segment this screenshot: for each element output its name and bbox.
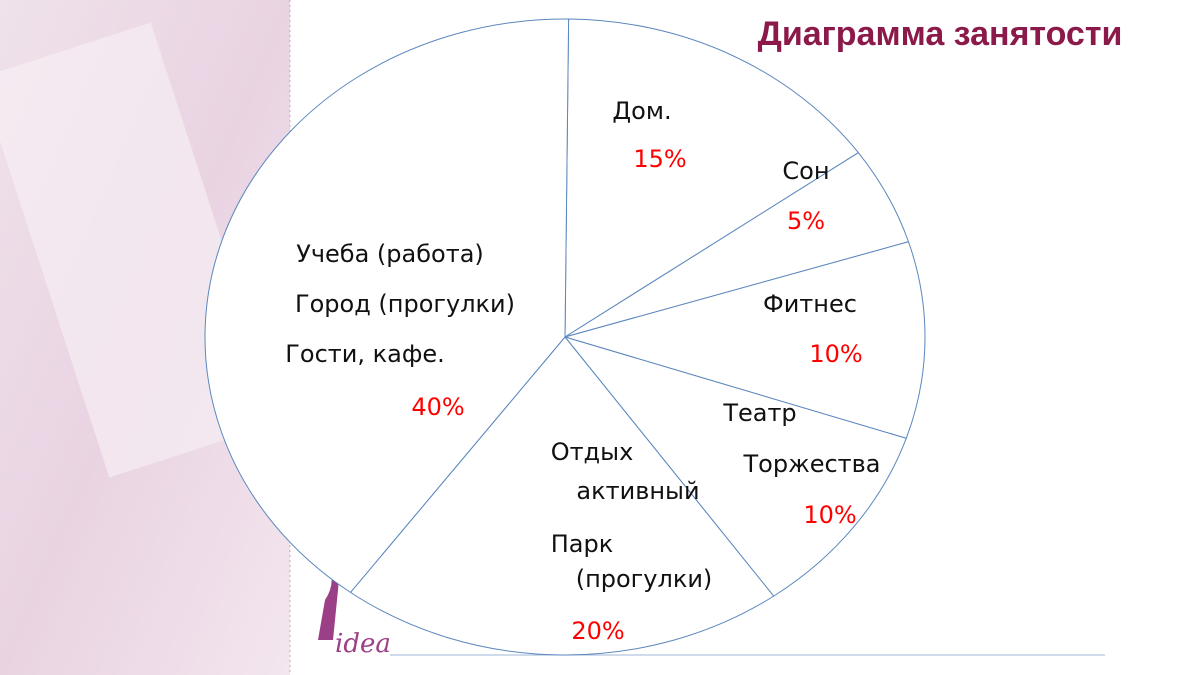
slice-label: Театр xyxy=(722,399,796,427)
value-label: 10% xyxy=(803,501,856,529)
value-label: 5% xyxy=(787,207,825,235)
slice-label: Отдых xyxy=(551,438,634,466)
slice-label: Город (прогулки) xyxy=(295,290,515,318)
pie-slice xyxy=(563,336,907,597)
logo-figure xyxy=(318,570,339,640)
logo-text: idea xyxy=(335,629,391,659)
chart-title: Диаграмма занятости xyxy=(758,15,1123,53)
pie-slice xyxy=(564,18,860,338)
decor-book xyxy=(0,22,281,478)
slice-label: Парк xyxy=(551,530,613,558)
value-label: 10% xyxy=(809,340,862,368)
slice-label: Сон xyxy=(782,157,829,185)
slice-label: Гости, кафе. xyxy=(285,340,444,368)
slice-label: Учеба (работа) xyxy=(296,240,484,268)
slice-label: (прогулки) xyxy=(576,565,713,593)
slice-label: активный xyxy=(576,477,699,505)
pie-slice xyxy=(563,241,926,439)
slice-label: Торжества xyxy=(743,450,881,478)
value-label: 20% xyxy=(571,617,624,645)
slice-label: Дом. xyxy=(612,97,671,125)
pie-slice xyxy=(349,336,775,656)
slice-label: Фитнес xyxy=(763,290,857,318)
pie-slice xyxy=(204,18,570,594)
value-label: 15% xyxy=(633,145,686,173)
value-label: 40% xyxy=(411,393,464,421)
